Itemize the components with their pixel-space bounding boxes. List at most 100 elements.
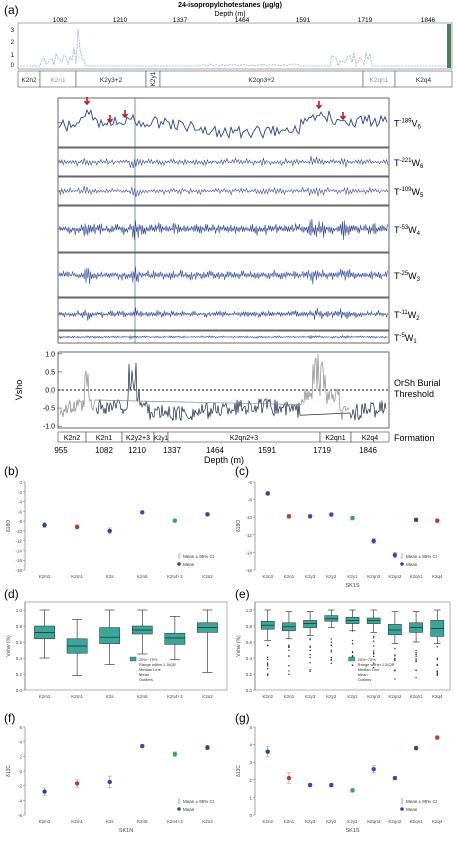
ytick-label: 0.4 <box>246 656 253 661</box>
outlier-point <box>436 658 438 661</box>
legend-mean-icon <box>177 562 181 566</box>
ytick-label: 4 <box>249 743 252 748</box>
outlier-point <box>436 664 438 667</box>
vsho-xtick-label: 1210 <box>128 446 146 455</box>
category-label: K2n1 <box>284 694 295 699</box>
ytick-label: -4 <box>18 798 22 803</box>
box-body <box>388 624 402 636</box>
category-label: K2qn3 <box>367 574 381 579</box>
vsho-ytick-label: -0.5 <box>43 406 55 413</box>
outlier-point <box>288 655 290 657</box>
mean-point <box>172 518 178 523</box>
legend-label: Mean <box>183 562 195 567</box>
category-label: K2n2 <box>202 819 213 824</box>
category-label: K2n2 <box>202 694 213 699</box>
peak-arrow-icon <box>339 112 347 121</box>
wavelet-label: T-53W4 <box>394 225 421 237</box>
outlier-point <box>309 670 311 673</box>
outlier-point <box>415 658 417 660</box>
box-body <box>324 615 339 622</box>
ytick-label: 0.2 <box>16 672 23 677</box>
top-plot-series <box>20 29 446 68</box>
wavelet-label: T-109W5 <box>394 187 424 199</box>
category-label: K2y3 <box>305 574 316 579</box>
ytick-label: -10 <box>15 529 22 534</box>
peak-arrow-icon <box>121 110 129 119</box>
peak-arrow-icon <box>106 115 114 124</box>
outlier-point <box>394 647 396 650</box>
peak-arrow-icon <box>83 97 91 106</box>
wavelet-signal <box>58 186 389 198</box>
outlier-point <box>288 670 290 672</box>
mean-point <box>307 514 313 519</box>
top-formation-label: K2y3+2 <box>100 77 123 84</box>
legend-mean-icon <box>400 807 404 811</box>
mean-point <box>107 779 112 785</box>
outlier-point <box>415 649 417 652</box>
category-label: K2n2 <box>262 819 273 824</box>
outlier-point <box>309 656 311 659</box>
vsho-xtick-label: 1082 <box>95 446 113 455</box>
mean-point <box>140 743 145 749</box>
ytick-label: 4 <box>19 740 22 745</box>
ytick-label: -6 <box>18 813 22 818</box>
ytick-label: 0.0 <box>246 688 253 693</box>
ytick-label: -12 <box>245 533 252 538</box>
category-label: K2y2 <box>326 574 337 579</box>
mean-point <box>413 517 419 523</box>
legend-label: 25%~75% <box>358 657 377 662</box>
mean-point <box>205 745 210 750</box>
outlier-point <box>372 662 375 664</box>
outlier-point <box>288 645 290 647</box>
category-label: K2n3 <box>262 574 273 579</box>
panel-label-d: (d) <box>4 587 19 601</box>
vsho-formation-label: K2qn1 <box>325 435 345 442</box>
top-xtick-label: 1846 <box>421 17 436 24</box>
top-xtick-label: 1082 <box>53 17 68 24</box>
ytick-label: -16 <box>15 558 22 563</box>
box-body <box>303 620 317 628</box>
vsho-series-gray <box>59 353 350 421</box>
legend-label: 25%~75% <box>139 657 158 662</box>
outlier-point <box>330 657 333 659</box>
x-axis-label: SK1S <box>345 583 359 589</box>
legend-label: Mean <box>406 807 418 812</box>
vsho-formation-label: K2n1 <box>96 435 112 442</box>
category-label: K2y2 <box>326 694 337 699</box>
category-label: K2n2 <box>262 694 273 699</box>
vsho-xtick-label: 1846 <box>359 446 377 455</box>
wavelet-signal <box>58 218 388 241</box>
outlier-point <box>372 637 375 639</box>
top-formation-label: K2qn1 <box>370 77 389 84</box>
mean-point <box>140 510 145 515</box>
outlier-point <box>372 652 375 654</box>
outlier-point <box>309 662 311 664</box>
category-label: K2qn1 <box>410 819 424 824</box>
ytick-label: 2 <box>249 778 252 783</box>
category-label: K2m2 <box>39 574 51 579</box>
mean-point <box>371 538 376 544</box>
top-xtick-label: 1591 <box>296 17 311 24</box>
outlier-point <box>394 678 396 680</box>
ytick-label: -2 <box>18 784 22 789</box>
category-label: K2s <box>106 694 115 699</box>
top-formation-label: K2y1 <box>150 71 157 86</box>
legend-label: Range within 1.5IQR <box>358 662 395 667</box>
vsho-formation-label: K2n2 <box>64 435 80 442</box>
mean-point <box>74 781 80 786</box>
outlier-point <box>372 655 375 658</box>
vsho-series-dark <box>95 362 387 422</box>
legend-mean-icon <box>177 807 181 811</box>
outlier-point <box>372 635 375 638</box>
mean-point <box>350 788 355 793</box>
outlier-point <box>288 649 290 652</box>
outlier-point <box>415 653 417 656</box>
category-label: K2m1 <box>71 574 83 579</box>
ytick-label: 0 <box>19 769 22 774</box>
category-label: K2q4 <box>432 819 443 824</box>
mean-point <box>42 522 47 528</box>
ytick-label: -16 <box>245 568 252 573</box>
outlier-point <box>436 657 438 659</box>
ytick-label: 0 <box>249 813 252 818</box>
top-xtick-label: 1464 <box>235 17 250 24</box>
